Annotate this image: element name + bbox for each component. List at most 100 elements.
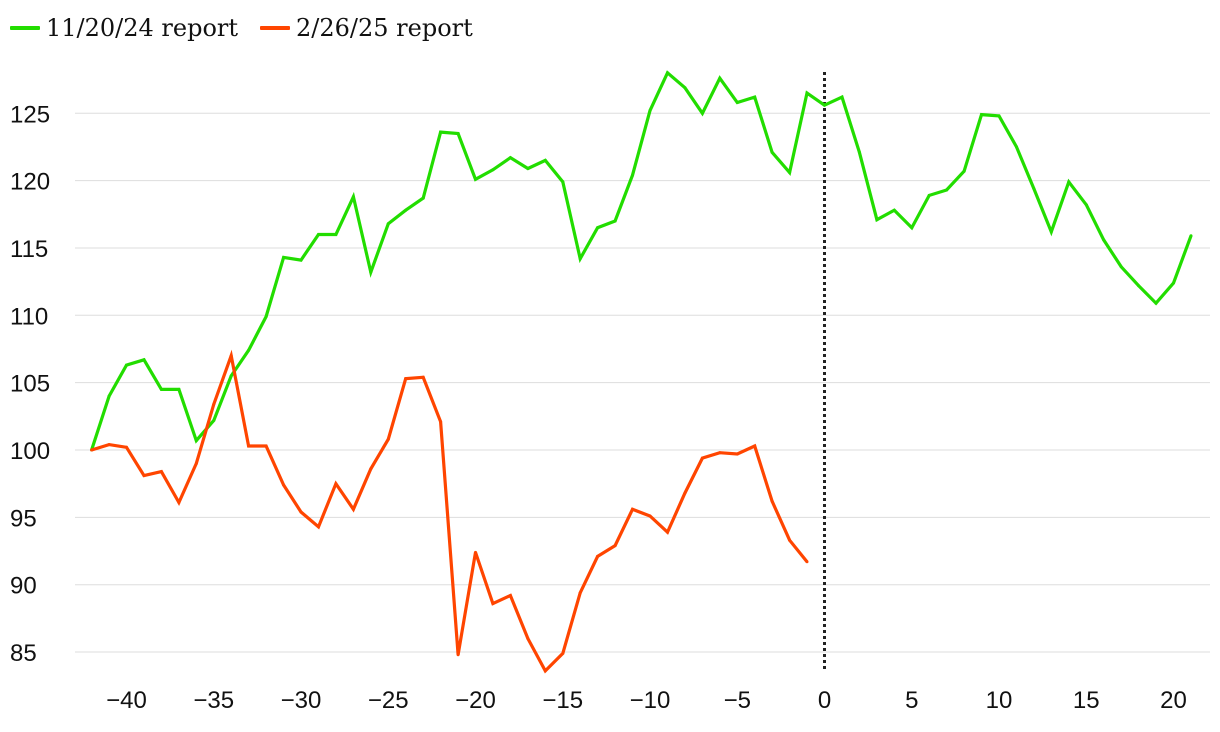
data-point-s1-x12 (1032, 187, 1036, 191)
series-points-2 (90, 354, 809, 673)
data-point-s1-x-28 (334, 233, 338, 236)
legend: 11/20/24 report 2/26/25 report (10, 14, 473, 42)
data-point-s2-x-10 (648, 514, 652, 518)
data-point-s2-x-40 (125, 445, 128, 449)
data-point-s1-x-32 (264, 315, 268, 319)
data-point-s2-x-27 (351, 507, 355, 511)
legend-swatch-series-1 (10, 26, 40, 30)
y-axis: 85 90 95 100 105 110 115 120 125 (10, 101, 50, 667)
data-point-s2-x-5 (735, 452, 739, 456)
data-point-s1-x-24 (404, 208, 408, 212)
series-lines (90, 70, 1193, 674)
data-point-s2-x-26 (369, 467, 373, 471)
data-point-s2-x-41 (107, 443, 111, 447)
data-point-s1-x-15 (561, 180, 565, 184)
legend-swatch-series-2 (260, 26, 291, 30)
data-point-s1-x-38 (159, 387, 163, 391)
x-tick-label-5: 5 (905, 687, 918, 714)
data-point-s1-x13 (1049, 230, 1053, 234)
data-point-s2-x-8 (683, 491, 687, 495)
data-point-s2-x-7 (700, 456, 704, 460)
data-point-s1-x-22 (439, 130, 443, 134)
x-tick-label--25: −25 (368, 687, 409, 714)
legend-label-series-1: 11/20/24 report (46, 14, 239, 42)
data-point-s1-x-7 (700, 111, 704, 115)
y-tick-label-120: 120 (10, 169, 50, 196)
data-point-s2-x-18 (508, 594, 512, 597)
data-point-s2-x-36 (194, 462, 198, 465)
data-point-s2-x-17 (526, 637, 530, 641)
data-point-s2-x-19 (491, 602, 495, 606)
gridlines (75, 112, 1210, 653)
data-point-s1-x-20 (474, 177, 477, 181)
data-point-s2-x-24 (404, 377, 408, 381)
data-point-s1-x-9 (666, 71, 669, 75)
y-tick-label-85: 85 (10, 640, 37, 667)
data-point-s1-x0 (823, 103, 826, 107)
data-point-s1-x-37 (177, 387, 181, 391)
data-point-s2-x-28 (334, 482, 338, 486)
x-tick-label-10: 10 (986, 687, 1013, 714)
data-point-s2-x-39 (142, 474, 146, 478)
data-point-s1-x-14 (578, 257, 582, 261)
data-point-s2-x-2 (788, 538, 792, 542)
data-point-s1-x-25 (386, 222, 390, 226)
data-point-s1-x6 (927, 193, 931, 197)
x-tick-label-0: 0 (818, 687, 831, 714)
data-point-s1-x-21 (456, 132, 460, 135)
data-point-s2-x-16 (543, 669, 547, 673)
y-tick-label-90: 90 (10, 573, 37, 600)
legend-label-series-2: 2/26/25 report (296, 14, 473, 42)
data-point-s2-x-23 (421, 375, 425, 379)
series-points-1 (90, 71, 1193, 452)
data-point-s2-x-9 (666, 530, 669, 534)
data-point-s1-x-16 (543, 158, 547, 162)
y-tick-label-125: 125 (10, 101, 50, 128)
data-point-s2-x-31 (282, 483, 286, 487)
data-point-s2-x-42 (90, 448, 94, 452)
x-tick-label--40: −40 (106, 687, 147, 714)
data-point-s1-x-10 (648, 109, 652, 113)
data-point-s1-x15 (1084, 203, 1088, 207)
data-point-s2-x-11 (631, 507, 634, 511)
data-point-s1-x-12 (613, 219, 617, 223)
data-point-s2-x-34 (229, 354, 233, 358)
data-point-s1-x-26 (369, 270, 373, 274)
data-point-s1-x-5 (735, 101, 739, 104)
data-point-s1-x-3 (770, 150, 774, 154)
data-point-s1-x-27 (351, 195, 355, 199)
data-point-s1-x21 (1189, 234, 1193, 238)
data-point-s2-x-25 (386, 437, 390, 441)
data-point-s1-x-1 (805, 91, 809, 95)
legend-item-series-2: 2/26/25 report (260, 14, 473, 42)
data-point-s1-x-35 (212, 418, 216, 422)
data-point-s2-x-37 (177, 501, 181, 504)
data-point-s1-x-36 (194, 439, 198, 443)
data-point-s2-x-38 (159, 470, 163, 474)
data-point-s2-x-14 (578, 591, 582, 595)
data-point-s1-x-4 (753, 95, 757, 99)
data-point-s2-x-12 (613, 544, 617, 548)
data-point-s2-x-13 (596, 554, 600, 558)
data-point-s1-x-11 (631, 173, 634, 177)
x-tick-label--10: −10 (630, 687, 671, 714)
data-point-s2-x-21 (456, 653, 460, 657)
data-point-s1-x14 (1067, 180, 1071, 184)
data-point-s1-x8 (962, 169, 966, 173)
x-tick-label--35: −35 (193, 687, 234, 714)
series-line-1 (90, 70, 1193, 451)
data-point-s1-x-8 (683, 86, 687, 90)
data-point-s1-x1 (840, 95, 844, 99)
x-tick-label--30: −30 (281, 687, 322, 714)
data-point-s1-x4 (892, 208, 896, 212)
data-point-s2-x-35 (212, 402, 216, 406)
data-point-s1-x-18 (508, 156, 512, 160)
data-point-s1-x-34 (229, 374, 233, 378)
x-tick-label--5: −5 (724, 687, 751, 714)
data-point-s1-x-33 (247, 348, 251, 352)
data-point-s1-x11 (1015, 145, 1018, 149)
data-point-s2-x-1 (805, 560, 809, 564)
data-point-s2-x-32 (264, 444, 268, 448)
data-point-s2-x-33 (247, 444, 251, 448)
